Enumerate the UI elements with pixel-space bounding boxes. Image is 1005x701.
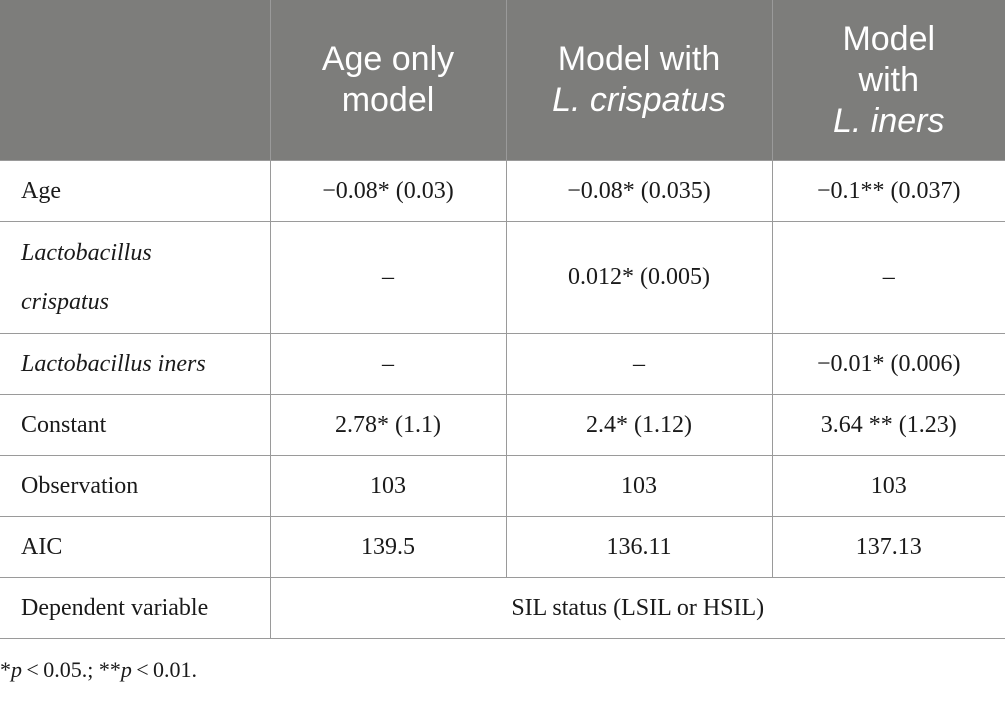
cell-value: 103: [269, 455, 507, 517]
row-label: Lactobacillus crispatus: [0, 221, 271, 334]
header-line: Model with: [557, 40, 721, 78]
cell-value: 0.012* (0.005): [505, 221, 773, 334]
cell-value: –: [771, 221, 1005, 334]
row-label: AIC: [0, 516, 271, 578]
header-line: Model: [842, 19, 936, 58]
row-label-line: Lactobacillus: [21, 239, 152, 266]
row-label: Age: [0, 160, 271, 222]
header-model-with-l-crispatus: Model with L. crispatus: [505, 0, 773, 161]
cell-value: –: [505, 333, 773, 395]
footnote-p: p: [11, 657, 22, 682]
header-line: model: [341, 81, 435, 119]
cell-value: –: [269, 333, 507, 395]
footnote-text: < 0.05.;: [22, 657, 99, 682]
header-corner-cell: [0, 0, 271, 161]
header-line-italic: L. iners: [833, 101, 945, 140]
cell-value: 2.4* (1.12): [505, 394, 773, 456]
row-label-line: crispatus: [21, 288, 110, 315]
cell-value: 103: [505, 455, 773, 517]
table-row-age: Age −0.08* (0.03) −0.08* (0.035) −0.1** …: [0, 160, 1005, 222]
footnote-star: *: [0, 657, 11, 682]
header-row: Age only model Model with L. crispatus M…: [0, 0, 1005, 161]
row-label: Lactobacillus iners: [0, 333, 271, 395]
cell-value: −0.08* (0.035): [505, 160, 773, 222]
header-line: with: [858, 60, 919, 99]
regression-table: Age only model Model with L. crispatus M…: [0, 0, 1005, 639]
header-line-italic: L. crispatus: [552, 81, 726, 119]
cell-value: −0.08* (0.03): [269, 160, 507, 222]
cell-value: −0.1** (0.037): [771, 160, 1005, 222]
header-model-with-l-iners: Model with L. iners: [771, 0, 1005, 161]
header-line: Age only: [321, 40, 455, 78]
header-age-only-model: Age only model: [269, 0, 507, 161]
row-label: Dependent variable: [0, 577, 271, 639]
table-row-aic: AIC 139.5 136.11 137.13: [0, 516, 1005, 578]
cell-value: 3.64 ** (1.23): [771, 394, 1005, 456]
cell-value: −0.01* (0.006): [771, 333, 1005, 395]
table-footnote: *p < 0.05.; **p < 0.01.: [0, 657, 197, 683]
table-row-lactobacillus-iners: Lactobacillus iners – – −0.01* (0.006): [0, 333, 1005, 395]
table-row-lactobacillus-crispatus: Lactobacillus crispatus – 0.012* (0.005)…: [0, 221, 1005, 334]
footnote-p: p: [120, 657, 132, 682]
dependent-variable-value: SIL status (LSIL or HSIL): [269, 577, 1005, 639]
row-label: Observation: [0, 455, 271, 517]
row-label: Constant: [0, 394, 271, 456]
cell-value: 139.5: [269, 516, 507, 578]
table-row-observation: Observation 103 103 103: [0, 455, 1005, 517]
cell-value: 103: [771, 455, 1005, 517]
footnote-star: **: [98, 657, 121, 682]
cell-value: 2.78* (1.1): [269, 394, 507, 456]
cell-value: 137.13: [771, 516, 1005, 578]
footnote-text: < 0.01.: [131, 657, 198, 682]
table-row-dependent-variable: Dependent variable SIL status (LSIL or H…: [0, 577, 1005, 639]
cell-value: –: [269, 221, 507, 334]
cell-value: 136.11: [505, 516, 773, 578]
table-row-constant: Constant 2.78* (1.1) 2.4* (1.12) 3.64 **…: [0, 394, 1005, 456]
